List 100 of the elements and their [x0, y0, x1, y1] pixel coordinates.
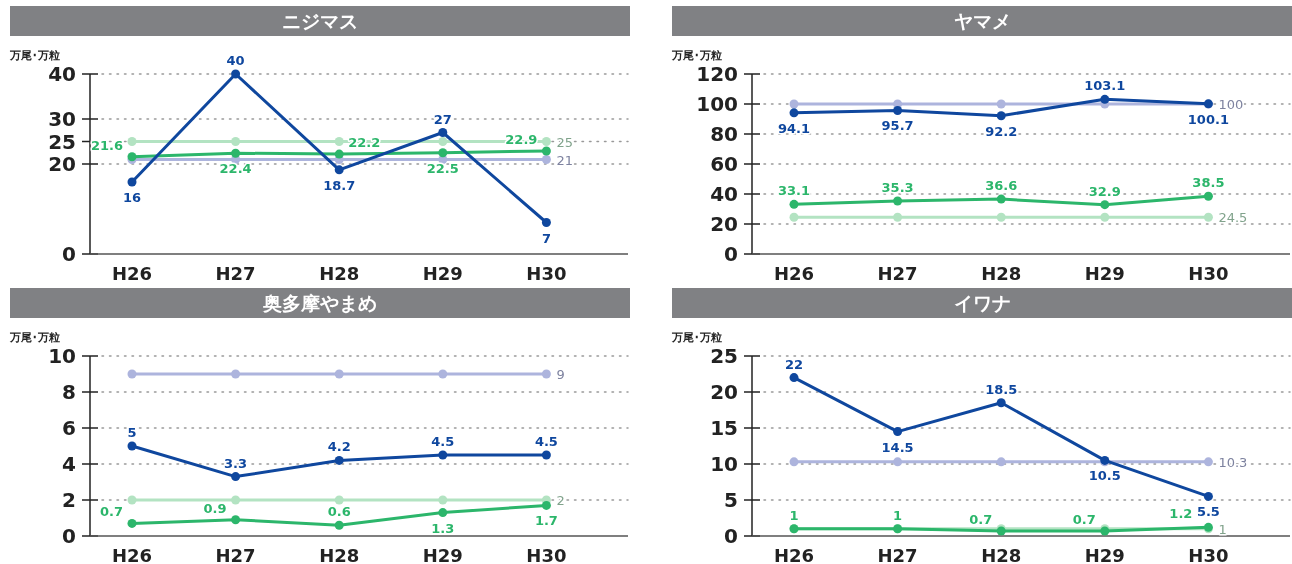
data-label: 22.5: [426, 160, 459, 176]
point: [127, 137, 137, 146]
point: [893, 212, 903, 222]
point: [231, 515, 241, 525]
x-tick-label: H26: [111, 263, 153, 284]
point: [541, 500, 551, 510]
y-tick-label: 20: [710, 212, 738, 236]
point: [996, 99, 1006, 109]
point: [789, 212, 799, 222]
y-tick-label: 8: [62, 380, 76, 404]
point: [1203, 491, 1213, 501]
data-label: 3.3: [224, 455, 248, 471]
data-label: 10.3: [1218, 454, 1248, 470]
x-tick-label: H28: [981, 545, 1022, 564]
data-label: 18.7: [323, 177, 356, 193]
x-tick-label: H27: [877, 263, 918, 284]
x-tick-label: H27: [215, 545, 256, 564]
data-label: 22.2: [348, 135, 381, 151]
point: [127, 177, 137, 187]
data-label: 38.5: [1192, 175, 1225, 191]
point: [789, 457, 799, 467]
data-label: 24.5: [1218, 210, 1248, 226]
point: [438, 369, 448, 379]
chart-title: イワナ: [953, 292, 1011, 314]
point: [1203, 457, 1213, 467]
data-label: 36.6: [985, 178, 1018, 194]
y-tick-label: 40: [48, 62, 76, 86]
data-label: 0.9: [203, 500, 227, 516]
point: [231, 472, 241, 482]
x-tick-label: H26: [773, 263, 815, 284]
data-label: 100.1: [1187, 111, 1229, 127]
point: [893, 105, 903, 115]
y-tick-label: 20: [48, 152, 76, 176]
chart-title: ニジマス: [282, 10, 358, 32]
data-label: 1.2: [1169, 506, 1193, 522]
data-label: 27: [433, 111, 452, 127]
data-label: 4.5: [431, 434, 455, 449]
x-tick-label: H30: [1188, 545, 1229, 564]
data-label: 92.2: [985, 123, 1018, 139]
point: [996, 111, 1006, 121]
x-tick-label: H30: [526, 545, 567, 564]
point: [541, 450, 551, 460]
y-tick-label: 0: [724, 524, 738, 548]
point: [127, 518, 137, 528]
point: [893, 457, 903, 467]
data-label: 14.5: [881, 439, 914, 455]
y-tick-label: 0: [62, 524, 76, 548]
point: [996, 398, 1006, 408]
y-tick-label: 5: [724, 488, 738, 512]
data-label: 1: [789, 507, 799, 523]
point: [1100, 94, 1110, 104]
data-label: 25: [556, 134, 573, 150]
x-tick-label: H28: [319, 263, 360, 284]
data-label: 9: [556, 367, 565, 382]
x-tick-label: H28: [319, 545, 360, 564]
data-label: 1: [893, 507, 903, 523]
y-tick-label: 120: [696, 62, 738, 86]
y-tick-label: 20: [710, 380, 738, 404]
y-tick-label: 100: [696, 92, 738, 116]
point: [231, 495, 241, 505]
point: [438, 450, 448, 460]
point: [231, 137, 241, 146]
data-label: 95.7: [881, 118, 914, 134]
point: [231, 69, 241, 79]
y-axis-title: 万尾･万粒: [671, 49, 722, 62]
data-label: 22.4: [219, 161, 252, 177]
y-axis-title: 万尾･万粒: [9, 331, 60, 344]
data-label: 103.1: [1084, 78, 1126, 94]
point: [1100, 212, 1110, 222]
x-tick-label: H30: [1188, 263, 1229, 284]
point: [127, 369, 137, 379]
point: [438, 148, 448, 158]
data-label: 0.6: [327, 504, 351, 520]
point: [334, 455, 344, 465]
point: [541, 146, 551, 156]
y-tick-label: 25: [710, 344, 738, 368]
y-tick-label: 80: [710, 122, 738, 146]
x-tick-label: H26: [773, 545, 815, 564]
data-label: 5.5: [1196, 504, 1220, 520]
x-tick-label: H29: [422, 263, 463, 284]
point: [996, 457, 1006, 467]
point: [541, 137, 551, 146]
data-label: 0.7: [99, 504, 123, 520]
data-label: 40: [226, 53, 245, 68]
data-label: 33.1: [777, 183, 811, 199]
y-tick-label: 4: [62, 452, 76, 476]
data-label: 1: [1218, 521, 1227, 537]
point: [789, 199, 799, 209]
chart-title: 奥多摩やまめ: [262, 292, 377, 314]
y-axis-title: 万尾･万粒: [671, 331, 722, 344]
y-tick-label: 2: [62, 488, 76, 512]
point: [334, 149, 344, 159]
data-label: 16: [122, 190, 142, 205]
y-tick-label: 15: [710, 416, 738, 440]
data-label: 5: [127, 425, 137, 440]
data-label: 0.7: [1072, 511, 1096, 527]
y-tick-label: 6: [62, 416, 76, 440]
data-label: 10.5: [1088, 468, 1121, 484]
data-label: 1.3: [431, 520, 455, 536]
chart-title: ヤマメ: [953, 10, 1011, 32]
